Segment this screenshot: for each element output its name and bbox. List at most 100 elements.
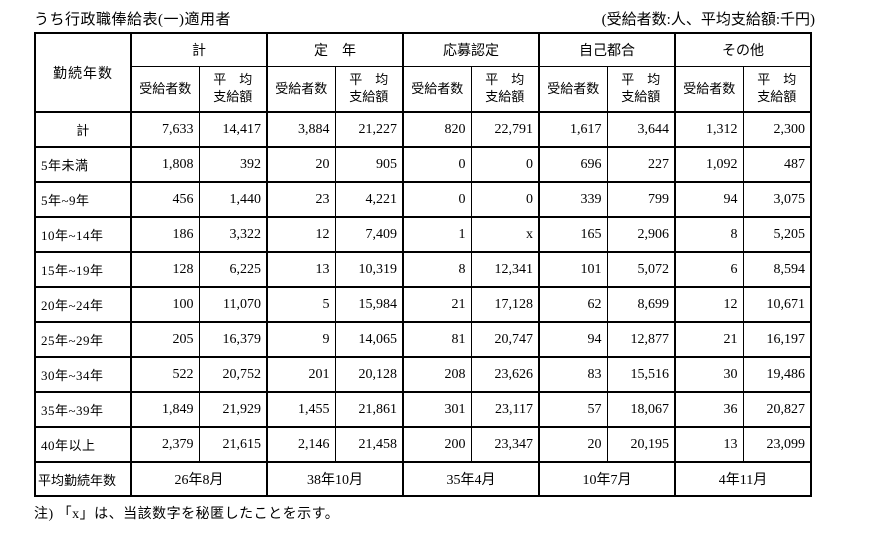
value-cell: 16,379	[198, 321, 268, 358]
value-cell: 8	[402, 251, 472, 288]
average-years-cell: 4年11月	[674, 461, 812, 497]
value-cell: 30	[674, 356, 744, 393]
value-cell: 3,075	[742, 181, 812, 218]
row-label: 計	[34, 111, 132, 148]
sub-header-average-amount: 平 均 支給額	[470, 66, 540, 113]
value-cell: 2,146	[266, 426, 336, 463]
value-cell: 5,072	[606, 251, 676, 288]
value-cell: 13	[674, 426, 744, 463]
value-cell: 5,205	[742, 216, 812, 253]
value-cell: 8,594	[742, 251, 812, 288]
value-cell: 128	[130, 251, 200, 288]
value-cell: 23,626	[470, 356, 540, 393]
value-cell: 7,633	[130, 111, 200, 148]
value-cell: 20,128	[334, 356, 404, 393]
row-label: 5年未満	[34, 146, 132, 183]
value-cell: 19,486	[742, 356, 812, 393]
sub-header-recipients: 受給者数	[266, 66, 336, 113]
value-cell: 11,070	[198, 286, 268, 323]
value-cell: 208	[402, 356, 472, 393]
table-row: 30年~34年 522 20,752 201 20,128 208 23,626 83 15,5…	[34, 356, 812, 393]
value-cell: 20	[266, 146, 336, 183]
value-cell: 6,225	[198, 251, 268, 288]
value-cell: 487	[742, 146, 812, 183]
value-cell: 23,099	[742, 426, 812, 463]
value-cell: x	[470, 216, 540, 253]
value-cell: 20	[538, 426, 608, 463]
average-years-cell: 35年4月	[402, 461, 540, 497]
value-cell: 227	[606, 146, 676, 183]
table-row: 5年未満 1,808 392 20 905 0 0 696 227 1,092 487	[34, 146, 812, 183]
sub-header-average-amount: 平 均 支給額	[334, 66, 404, 113]
value-cell: 301	[402, 391, 472, 428]
value-cell: 10,671	[742, 286, 812, 323]
value-cell: 456	[130, 181, 200, 218]
value-cell: 8,699	[606, 286, 676, 323]
value-cell: 20,195	[606, 426, 676, 463]
average-service-years-row: 平均勤続年数 26年8月 38年10月 35年4月 10年7月 4年11月	[34, 461, 812, 497]
retirement-allowance-table: 勤続年数計定 年応募認定 自己都合 その他 受給者数平 均 支給額 受給者数平 均 支給…	[34, 32, 812, 497]
value-cell: 165	[538, 216, 608, 253]
value-cell: 9	[266, 321, 336, 358]
value-cell: 21,861	[334, 391, 404, 428]
average-years-cell: 26年8月	[130, 461, 268, 497]
value-cell: 81	[402, 321, 472, 358]
value-cell: 7,409	[334, 216, 404, 253]
value-cell: 14,417	[198, 111, 268, 148]
value-cell: 21	[674, 321, 744, 358]
table-title: うち行政職俸給表(一)適用者	[34, 12, 231, 28]
value-cell: 186	[130, 216, 200, 253]
value-cell: 94	[674, 181, 744, 218]
value-cell: 15,516	[606, 356, 676, 393]
row-label: 30年~34年	[34, 356, 132, 393]
value-cell: 57	[538, 391, 608, 428]
sub-header-average-amount: 平 均 支給額	[198, 66, 268, 113]
value-cell: 0	[402, 146, 472, 183]
table-row: 10年~14年 186 3,322 12 7,409 1 x 165 2,906 8 5,205	[34, 216, 812, 253]
value-cell: 392	[198, 146, 268, 183]
table-row: 計 7,633 14,417 3,884 21,227 820 22,791 1,617 3,6…	[34, 111, 812, 148]
value-cell: 16,197	[742, 321, 812, 358]
row-label: 平均勤続年数	[34, 461, 132, 497]
value-cell: 21,458	[334, 426, 404, 463]
value-cell: 21,615	[198, 426, 268, 463]
value-cell: 799	[606, 181, 676, 218]
sub-header-recipients: 受給者数	[538, 66, 608, 113]
value-cell: 100	[130, 286, 200, 323]
value-cell: 21,227	[334, 111, 404, 148]
value-cell: 1,617	[538, 111, 608, 148]
value-cell: 0	[470, 181, 540, 218]
sub-header-recipients: 受給者数	[402, 66, 472, 113]
value-cell: 8	[674, 216, 744, 253]
table-row: 25年~29年 205 16,379 9 14,065 81 20,747 94 12,877 2…	[34, 321, 812, 358]
value-cell: 1,312	[674, 111, 744, 148]
group-header-1: 定 年	[266, 32, 404, 67]
value-cell: 1,808	[130, 146, 200, 183]
value-cell: 94	[538, 321, 608, 358]
table-row: 40年以上 2,379 21,615 2,146 21,458 200 23,347 20 20…	[34, 426, 812, 463]
value-cell: 12	[266, 216, 336, 253]
value-cell: 522	[130, 356, 200, 393]
value-cell: 15,984	[334, 286, 404, 323]
table-row: 5年~9年 456 1,440 23 4,221 0 0 339 799 94 3,075	[34, 181, 812, 218]
value-cell: 101	[538, 251, 608, 288]
row-label: 20年~24年	[34, 286, 132, 323]
value-cell: 4,221	[334, 181, 404, 218]
value-cell: 0	[402, 181, 472, 218]
value-cell: 3,884	[266, 111, 336, 148]
row-label: 25年~29年	[34, 321, 132, 358]
caption-row: うち行政職俸給表(一)適用者 (受給者数:人、平均支給額:千円)	[34, 8, 815, 29]
value-cell: 21,929	[198, 391, 268, 428]
value-cell: 5	[266, 286, 336, 323]
group-header-0: 計	[130, 32, 268, 67]
value-cell: 83	[538, 356, 608, 393]
value-cell: 17,128	[470, 286, 540, 323]
group-header-3: 自己都合	[538, 32, 676, 67]
value-cell: 20,752	[198, 356, 268, 393]
value-cell: 23	[266, 181, 336, 218]
value-cell: 1,455	[266, 391, 336, 428]
group-header-4: その他	[674, 32, 812, 67]
value-cell: 2,379	[130, 426, 200, 463]
sub-header-average-amount: 平 均 支給額	[742, 66, 812, 113]
value-cell: 22,791	[470, 111, 540, 148]
